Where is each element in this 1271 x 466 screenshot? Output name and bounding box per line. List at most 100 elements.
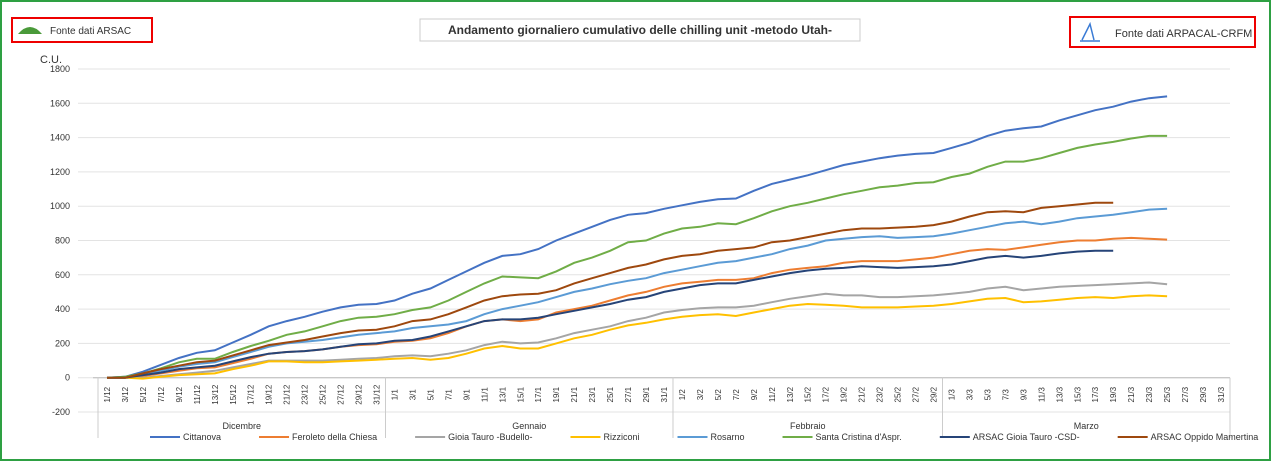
legend-label: Gioia Tauro -Budello-: [448, 432, 532, 442]
x-tick-label: 31/12: [373, 384, 382, 405]
x-tick-label: 27/2: [912, 386, 921, 402]
x-tick-label: 27/12: [337, 384, 346, 405]
source-box: [11, 17, 153, 43]
y-tick-label: 600: [55, 270, 70, 280]
series-line: [106, 134, 1168, 379]
legend-label: ARSAC Oppido Mamertina: [1151, 432, 1259, 442]
x-tick-label: 1/2: [678, 389, 687, 401]
y-tick-label: 1400: [50, 133, 70, 143]
legend-label: Rosarno: [711, 432, 745, 442]
x-tick-label: 1/12: [103, 386, 112, 402]
x-tick-label: 9/12: [175, 386, 184, 402]
x-tick-label: 9/2: [750, 389, 759, 401]
x-tick-label: 21/12: [283, 384, 292, 405]
y-axis-label: C.U.: [40, 54, 62, 66]
x-tick-label: 29/2: [930, 386, 939, 402]
x-tick-label: 31/1: [660, 386, 669, 402]
x-tick-label: 5/1: [426, 389, 435, 401]
group-label: Dicembre: [222, 421, 261, 431]
series-line: [107, 249, 1114, 379]
x-tick-label: 17/2: [822, 386, 831, 402]
x-tick-label: 1/1: [390, 389, 399, 401]
legend-label: Santa Cristina d'Aspr.: [816, 432, 902, 442]
x-tick-label: 27/1: [624, 386, 633, 402]
group-label: Marzo: [1074, 421, 1099, 431]
x-tick-label: 15/3: [1073, 386, 1082, 402]
x-tick-label: 13/2: [786, 386, 795, 402]
y-tick-label: -200: [52, 407, 70, 417]
y-tick-label: 1200: [50, 167, 70, 177]
x-tick-label: 17/3: [1091, 386, 1100, 402]
y-tick-label: 1000: [50, 201, 70, 211]
x-tick-label: 11/12: [193, 384, 202, 404]
x-tick-label: 15/12: [229, 384, 238, 405]
x-tick-label: 5/2: [714, 389, 723, 401]
y-tick-label: 400: [55, 304, 70, 314]
group-label: Gennaio: [512, 421, 546, 431]
x-tick-label: 7/2: [732, 389, 741, 401]
x-tick-label: 9/1: [462, 389, 471, 401]
x-tick-label: 19/12: [265, 384, 274, 405]
y-tick-label: 0: [65, 373, 70, 383]
x-tick-label: 9/3: [1019, 389, 1028, 401]
group-label: Febbraio: [790, 421, 826, 431]
series-line: [107, 294, 1168, 380]
series-line: [106, 95, 1168, 379]
x-tick-label: 15/2: [804, 386, 813, 402]
x-tick-label: 3/2: [696, 389, 705, 401]
x-tick-label: 13/1: [498, 386, 507, 402]
x-tick-label: 23/3: [1145, 386, 1154, 402]
x-tick-label: 11/1: [480, 387, 489, 403]
x-tick-label: 5/12: [139, 386, 148, 402]
x-tick-label: 23/12: [301, 384, 310, 405]
x-tick-label: 17/12: [247, 384, 256, 405]
y-tick-label: 200: [55, 338, 70, 348]
x-tick-label: 27/3: [1181, 386, 1190, 402]
x-tick-label: 21/3: [1127, 386, 1136, 402]
x-tick-label: 19/3: [1109, 386, 1118, 402]
series-line: [107, 201, 1114, 379]
x-tick-label: 17/1: [534, 386, 543, 402]
x-tick-label: 13/12: [211, 384, 220, 405]
x-tick-label: 21/1: [570, 386, 579, 402]
source-box: [1069, 16, 1256, 48]
logo: [18, 27, 42, 34]
x-tick-label: 11/3: [1037, 387, 1046, 403]
x-tick-label: 15/1: [516, 386, 525, 402]
x-tick-label: 25/2: [894, 386, 903, 402]
x-tick-label: 29/12: [355, 384, 364, 405]
legend-label: Cittanova: [183, 432, 221, 442]
x-tick-label: 23/1: [588, 386, 597, 402]
x-tick-label: 29/3: [1199, 386, 1208, 402]
x-tick-label: 25/3: [1163, 386, 1172, 402]
x-tick-label: 3/1: [408, 389, 417, 401]
x-tick-label: 11/2: [768, 387, 777, 403]
x-tick-label: 25/1: [606, 386, 615, 402]
x-tick-label: 7/3: [1001, 389, 1010, 401]
x-tick-label: 5/3: [983, 389, 992, 401]
legend-label: Feroleto della Chiesa: [292, 432, 377, 442]
x-tick-label: 31/3: [1217, 386, 1226, 402]
source-left: Fonte dati ARSAC: [50, 26, 131, 37]
legend-label: Rizziconi: [603, 432, 639, 442]
x-tick-label: 23/2: [876, 386, 885, 402]
y-tick-label: 800: [55, 236, 70, 246]
x-tick-label: 3/3: [965, 389, 974, 401]
logo: [1080, 21, 1100, 42]
chart-title: Andamento giornaliero cumulativo delle c…: [448, 23, 832, 37]
title-box: [419, 18, 861, 42]
x-tick-label: 29/1: [642, 386, 651, 402]
series-line: [107, 207, 1168, 379]
legend-label: ARSAC Gioia Tauro -CSD-: [973, 432, 1080, 442]
x-tick-label: 1/3: [947, 389, 956, 401]
x-tick-label: 7/1: [444, 389, 453, 401]
y-tick-label: 1600: [50, 98, 70, 108]
y-tick-label: 1800: [50, 64, 70, 74]
x-tick-label: 3/12: [121, 386, 130, 402]
source-right: Fonte dati ARPACAL-CRFM: [1115, 28, 1252, 40]
x-tick-label: 7/12: [157, 386, 166, 402]
x-tick-label: 19/1: [552, 386, 561, 402]
x-tick-label: 21/2: [858, 386, 867, 402]
